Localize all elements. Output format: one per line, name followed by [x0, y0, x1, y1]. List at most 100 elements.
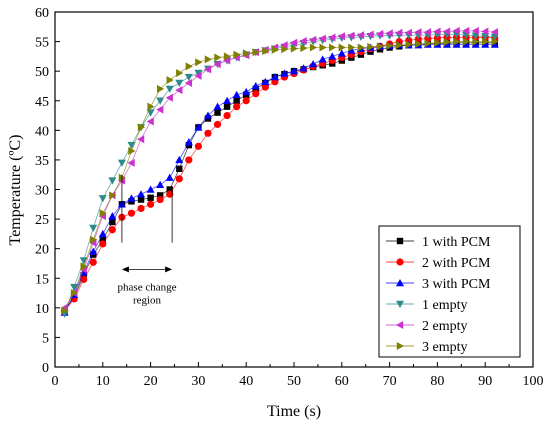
data-point-3-with-pcm: [490, 40, 499, 48]
data-point-3-empty: [462, 37, 471, 46]
legend-marker-1-empty: [396, 300, 404, 308]
data-point-3-empty: [415, 39, 423, 48]
legend-marker-2-empty: [396, 321, 404, 329]
y-tick-label: 40: [35, 124, 49, 139]
series-3-empty: [61, 37, 499, 315]
data-point-2-empty: [280, 41, 288, 50]
annotation-arrowhead-left: [121, 266, 129, 273]
data-point-1-empty: [108, 177, 117, 185]
data-point-1-with-pcm: [99, 236, 106, 243]
data-point-2-empty: [290, 38, 298, 47]
x-tick-label: 30: [191, 374, 205, 389]
data-point-2-empty: [184, 79, 193, 87]
data-point-2-empty: [146, 117, 154, 126]
data-point-2-with-pcm: [89, 258, 97, 266]
data-point-2-empty: [175, 86, 183, 95]
data-point-1-with-pcm: [156, 192, 164, 199]
series-line-3-empty: [64, 41, 495, 311]
data-point-2-empty: [127, 158, 135, 167]
data-point-2-empty: [471, 26, 479, 35]
data-point-2-with-pcm: [108, 226, 116, 234]
data-point-3-with-pcm: [462, 40, 471, 48]
x-tick-label: 70: [383, 374, 397, 389]
data-point-3-empty: [262, 47, 270, 56]
data-point-1-empty: [79, 257, 88, 265]
data-point-2-empty: [299, 36, 307, 45]
data-point-2-empty: [309, 35, 317, 44]
legend-marker-1-with-pcm: [396, 237, 404, 245]
series-2-empty: [60, 26, 498, 312]
data-point-1-with-pcm: [109, 218, 116, 226]
annotation-arrowhead-right: [165, 266, 173, 273]
data-point-2-empty: [356, 31, 365, 40]
data-point-3-empty: [376, 42, 385, 51]
data-point-3-empty: [70, 289, 79, 298]
data-point-3-empty: [434, 38, 442, 47]
data-point-3-empty: [214, 53, 222, 62]
x-tick-label: 20: [144, 374, 158, 389]
data-point-3-with-pcm: [146, 185, 155, 193]
data-point-3-with-pcm: [328, 52, 337, 60]
y-tick-label: 10: [35, 302, 49, 317]
data-point-1-empty: [98, 195, 107, 203]
data-point-2-with-pcm: [137, 204, 145, 213]
data-point-3-empty: [482, 37, 490, 46]
data-point-2-empty: [366, 30, 374, 39]
data-point-2-empty: [481, 27, 489, 36]
data-point-2-empty: [433, 27, 441, 36]
x-tick-label: 100: [523, 374, 544, 389]
y-tick-label: 15: [35, 272, 49, 287]
legend-label-2-empty: 2 empty: [422, 319, 468, 334]
data-point-3-with-pcm: [184, 138, 193, 146]
data-point-2-empty: [337, 32, 345, 41]
data-point-2-with-pcm: [127, 209, 136, 217]
data-point-3-empty: [329, 43, 337, 52]
data-point-2-with-pcm: [194, 142, 202, 150]
data-point-3-with-pcm: [89, 247, 98, 255]
y-axis-title: Temperature (ºC): [7, 135, 24, 246]
legend-marker-3-empty: [396, 342, 404, 350]
data-point-3-with-pcm: [127, 194, 136, 202]
phase-change-annotation: phase change region: [118, 174, 177, 306]
data-point-3-with-pcm: [347, 46, 356, 54]
data-point-3-empty: [443, 38, 451, 47]
legend-marker-2-with-pcm: [396, 258, 404, 266]
series-line-2-with-pcm: [64, 37, 495, 312]
data-point-3-with-pcm: [261, 77, 270, 86]
data-point-3-with-pcm: [318, 55, 327, 63]
data-point-1-empty: [89, 224, 98, 232]
data-point-3-with-pcm: [223, 96, 232, 104]
x-tick-label: 40: [239, 374, 253, 389]
series-line-1-empty: [64, 34, 495, 314]
data-point-2-empty: [404, 28, 412, 37]
data-point-3-with-pcm: [471, 40, 480, 48]
data-point-2-empty: [347, 31, 355, 40]
data-point-3-with-pcm: [108, 212, 117, 220]
data-point-3-empty: [176, 68, 184, 77]
data-point-3-with-pcm: [270, 73, 279, 81]
data-point-3-empty: [233, 50, 241, 59]
y-tick-label: 25: [35, 213, 49, 228]
data-point-2-empty: [490, 28, 498, 37]
data-point-2-with-pcm: [242, 97, 250, 105]
data-point-2-empty: [462, 26, 470, 35]
x-tick-label: 50: [287, 374, 301, 389]
y-tick-label: 60: [35, 6, 49, 21]
data-point-2-empty: [213, 60, 221, 69]
data-point-3-empty: [185, 62, 193, 71]
data-point-1-with-pcm: [166, 186, 173, 193]
data-point-1-with-pcm: [233, 97, 240, 104]
y-tick-label: 55: [35, 36, 49, 51]
x-tick-label: 80: [430, 374, 444, 389]
data-point-3-empty: [491, 37, 499, 46]
data-point-2-empty: [223, 56, 231, 65]
data-point-3-empty: [290, 44, 298, 53]
data-point-1-empty: [165, 85, 174, 93]
data-point-2-with-pcm: [233, 103, 241, 111]
legend-label-2-with-pcm: 2 with PCM: [422, 256, 491, 271]
data-point-3-with-pcm: [232, 90, 241, 99]
y-tick-label: 0: [42, 361, 49, 376]
data-point-2-empty: [385, 29, 393, 38]
data-point-2-empty: [137, 135, 145, 144]
